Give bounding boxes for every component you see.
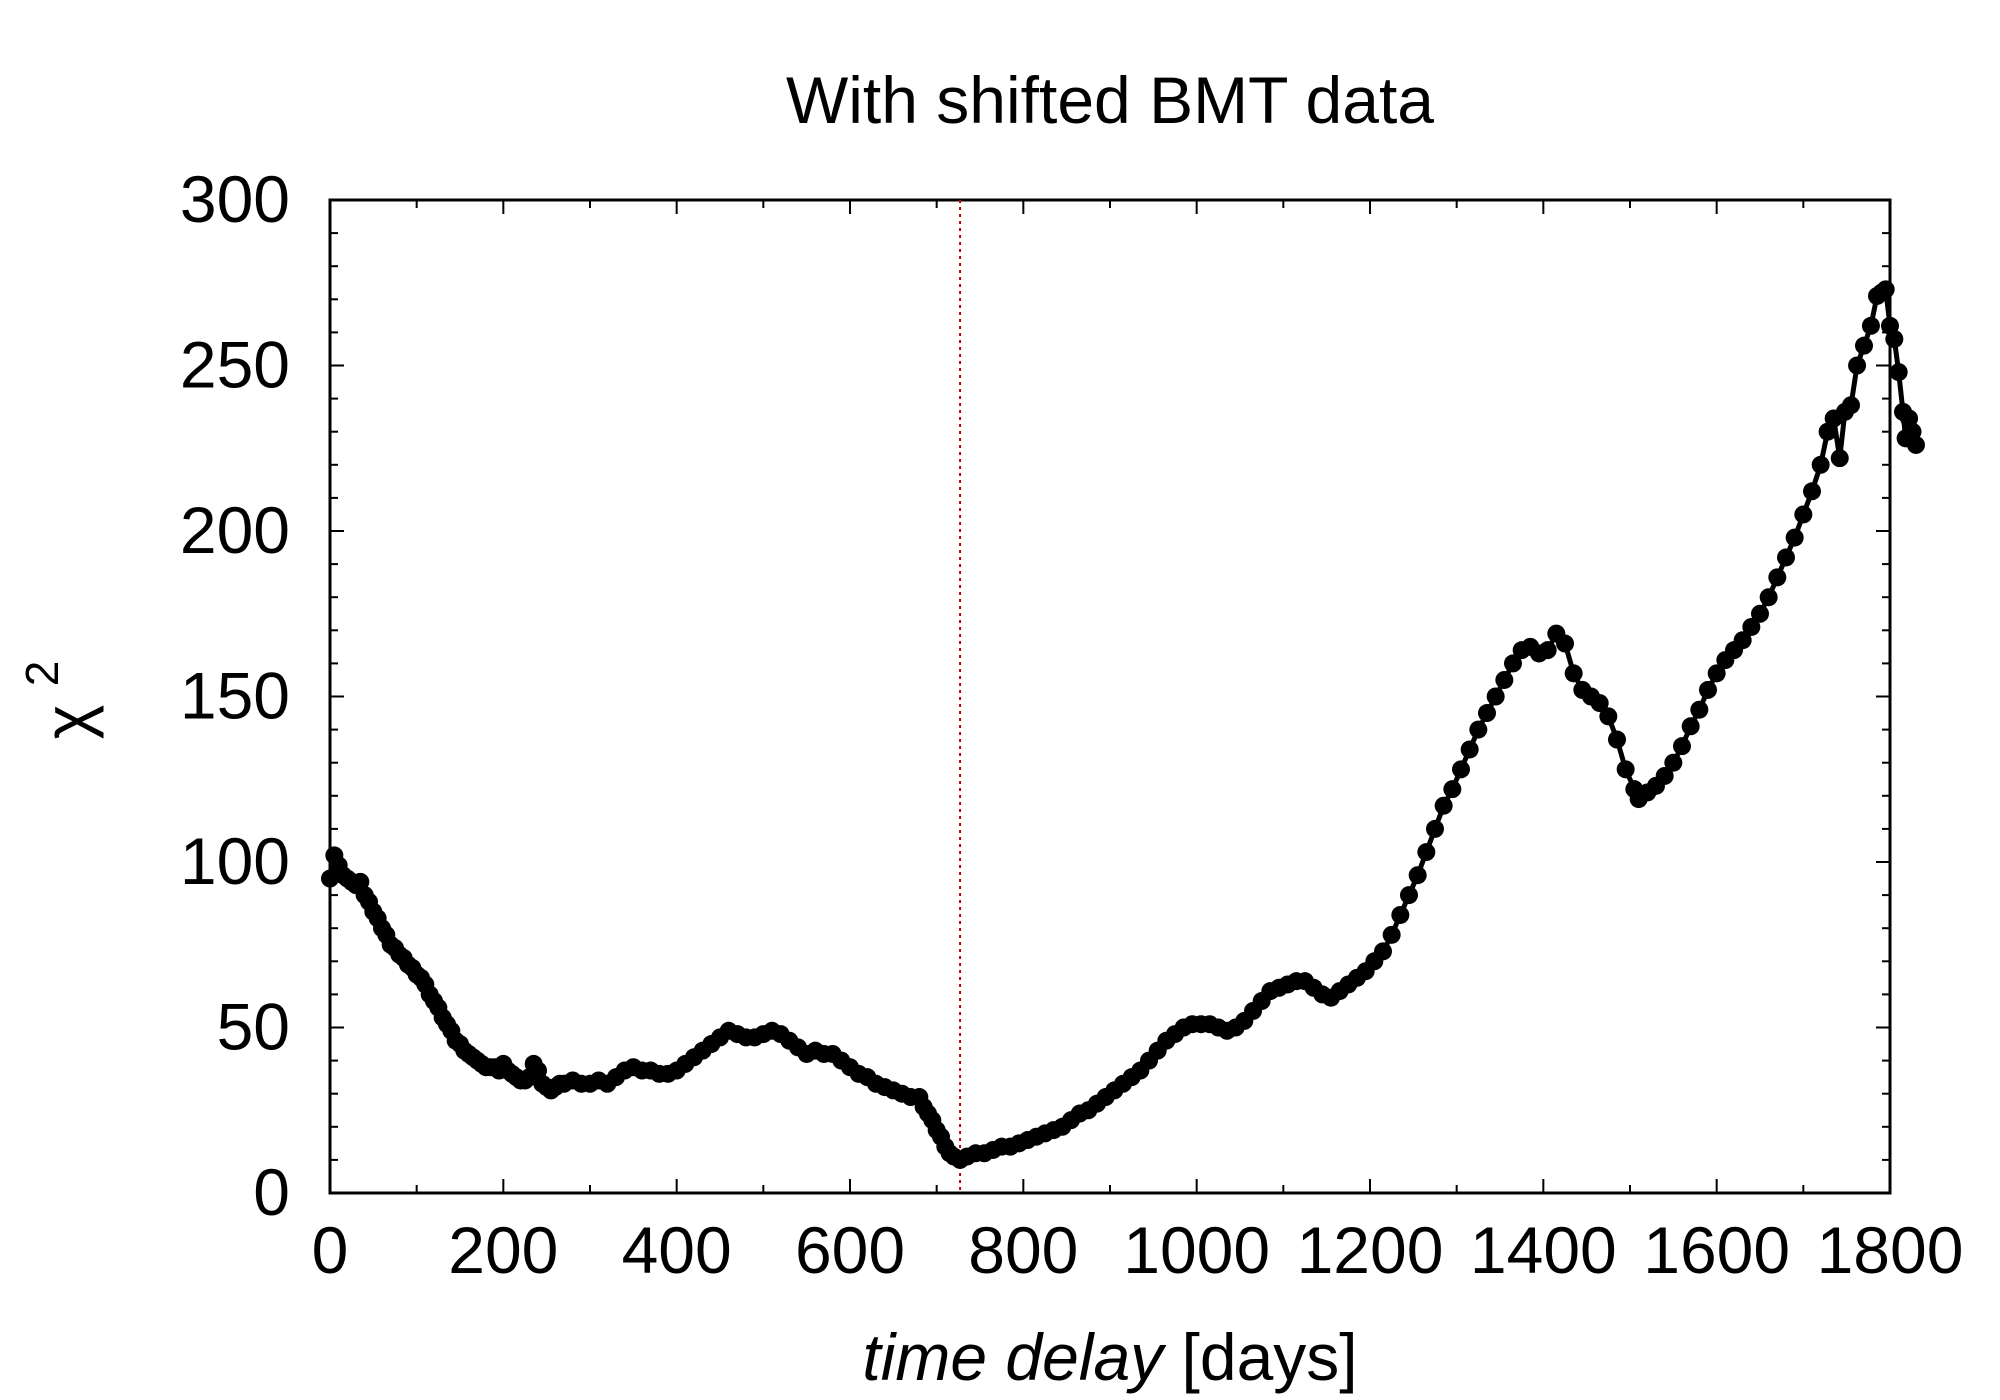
data-point xyxy=(1616,760,1635,779)
data-point xyxy=(1590,694,1609,713)
data-point xyxy=(1889,363,1908,382)
y-tick-label: 250 xyxy=(180,328,290,402)
y-axis-label-symbol: χ xyxy=(30,705,104,740)
data-point xyxy=(1690,700,1709,719)
data-point xyxy=(1486,687,1505,706)
data-point xyxy=(1885,330,1904,349)
data-point xyxy=(1842,396,1860,415)
data-point xyxy=(1673,737,1691,756)
x-axis-label: time delay [days] xyxy=(862,1320,1357,1394)
data-point xyxy=(1855,336,1873,355)
x-tick-label: 400 xyxy=(622,1213,732,1287)
data-point xyxy=(1469,720,1488,739)
y-tick-label: 150 xyxy=(180,659,290,733)
x-axis-label-unit: [days] xyxy=(1182,1320,1358,1394)
y-axis-label: χ 2 xyxy=(16,661,104,740)
y-tick-label: 0 xyxy=(253,1155,290,1229)
data-point xyxy=(1443,780,1462,799)
data-point xyxy=(1664,753,1683,772)
data-point xyxy=(1751,604,1769,623)
y-tick-label: 100 xyxy=(180,824,290,898)
data-point xyxy=(1681,717,1700,736)
x-tick-label: 1200 xyxy=(1297,1213,1444,1287)
y-tick-label: 200 xyxy=(180,493,290,567)
data-point xyxy=(1768,568,1787,587)
data-point xyxy=(1655,766,1674,785)
data-point xyxy=(1408,866,1427,885)
x-tick-label: 1000 xyxy=(1123,1213,1270,1287)
data-point xyxy=(1538,641,1557,660)
plot-area: 0 200 400 600 800 1000 1200 1400 1600 1800 0 50 100 1… xyxy=(180,162,1964,1287)
x-axis-label-main: time delay xyxy=(862,1320,1167,1394)
data-point xyxy=(1707,664,1726,683)
data-point xyxy=(1742,617,1761,636)
x-tick-label: 200 xyxy=(448,1213,558,1287)
data-point xyxy=(1794,505,1813,524)
x-tick-label: 0 xyxy=(312,1213,349,1287)
data-point xyxy=(1803,482,1821,501)
y-tick-label: 300 xyxy=(180,162,290,236)
data-point xyxy=(1400,886,1418,905)
x-tick-label: 600 xyxy=(795,1213,905,1287)
data-point xyxy=(1460,740,1479,759)
data-point xyxy=(1374,942,1392,961)
x-tick-label: 1400 xyxy=(1470,1213,1617,1287)
x-tick-label: 1600 xyxy=(1643,1213,1790,1287)
data-point xyxy=(1382,925,1401,944)
data-point xyxy=(1759,588,1778,607)
data-point xyxy=(1495,670,1514,689)
x-tick-label: 800 xyxy=(968,1213,1078,1287)
data-point xyxy=(1811,455,1830,474)
plot-frame xyxy=(328,198,1892,1195)
data-point xyxy=(1504,654,1522,673)
data-point xyxy=(1785,528,1804,547)
data-point xyxy=(1830,449,1849,468)
data-point xyxy=(1556,634,1574,653)
data-point xyxy=(1564,664,1583,683)
y-axis-label-superscript: 2 xyxy=(16,661,68,687)
data-point xyxy=(1417,843,1436,862)
data-point xyxy=(1391,905,1410,924)
data-point xyxy=(1452,760,1470,779)
data-point xyxy=(1777,548,1795,567)
data-point xyxy=(1434,796,1453,815)
x-tick-label: 1800 xyxy=(1817,1213,1964,1287)
data-point xyxy=(1861,316,1880,335)
data-point xyxy=(1426,819,1444,838)
data-point xyxy=(1876,280,1895,299)
series-line xyxy=(327,284,1919,1163)
data-point xyxy=(1599,707,1618,726)
data-point xyxy=(1907,435,1925,454)
y-axis-label-text: χ 2 xyxy=(16,661,104,740)
data-point xyxy=(1478,704,1496,723)
data-point xyxy=(1699,680,1717,699)
data-point xyxy=(1608,730,1626,749)
chart-title: With shifted BMT data xyxy=(786,63,1434,137)
y-tick-label: 50 xyxy=(217,990,290,1064)
data-point xyxy=(1848,356,1867,375)
data-point xyxy=(1733,631,1752,650)
